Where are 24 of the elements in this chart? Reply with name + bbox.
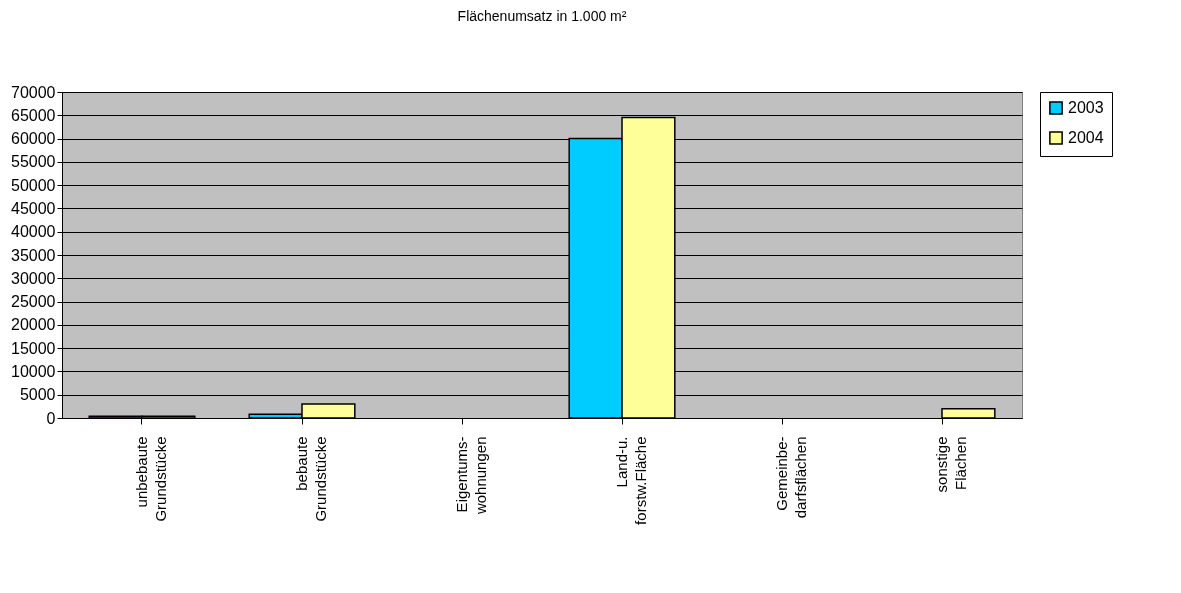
y-tick-label: 50000 [11,176,56,194]
x-tick-label: bebaute Grundstücke [293,436,329,522]
y-tick-label: 65000 [11,106,56,124]
legend-label: 2004 [1068,129,1104,146]
chart-title: Flächenumsatz in 1.000 m² [457,8,627,24]
x-tick-label: Land-u. forstw.Fläche [613,436,649,525]
y-tick-label: 35000 [11,246,56,264]
y-tick-label: 40000 [11,223,56,241]
y-tick-label: 25000 [11,293,56,311]
x-tick-label: Gemeinbe- darfsflächen [773,436,809,519]
legend-label: 2003 [1068,99,1104,116]
y-tick-label: 0 [46,409,56,427]
x-tick-label: unbebaute Grundstücke [133,436,169,522]
y-tick-label: 20000 [11,316,56,334]
y-tick-label: 45000 [11,199,56,217]
x-tick-label: sonstige Flächen [933,436,969,493]
y-tick-label: 30000 [11,269,56,287]
y-tick-label: 10000 [11,362,56,380]
y-tick-label: 5000 [19,386,56,404]
y-tick-label: 15000 [11,339,56,357]
x-tick-label: Eigentums- wohnungen [453,436,489,516]
y-tick-label: 60000 [11,130,56,148]
y-tick-label: 55000 [11,153,56,171]
y-tick-label: 70000 [11,83,56,101]
